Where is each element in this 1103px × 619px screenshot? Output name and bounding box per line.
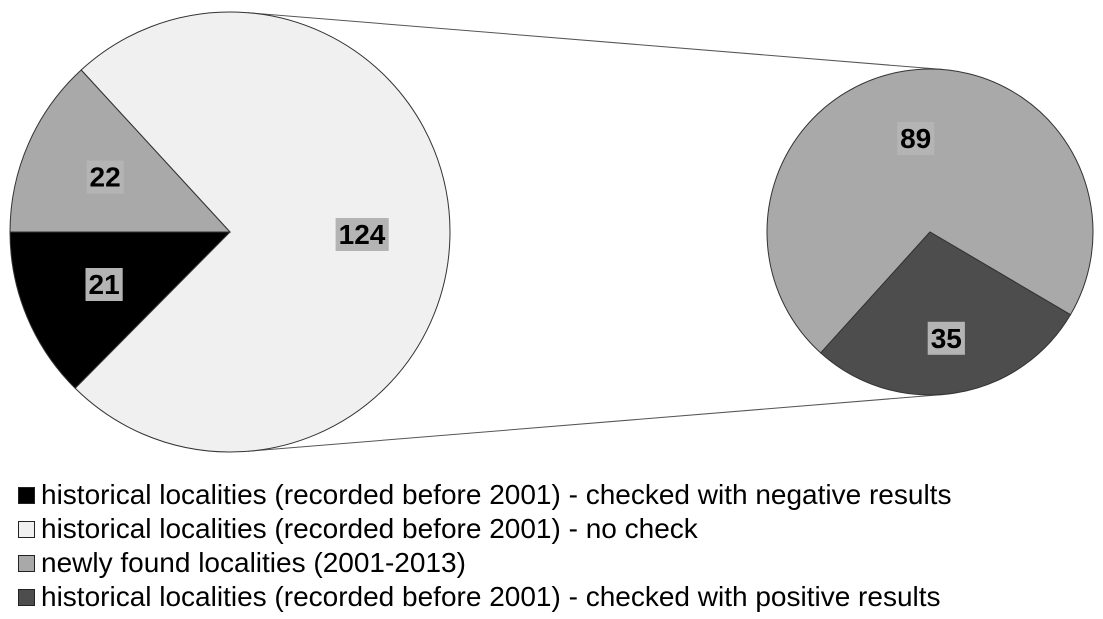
secondary-pie	[766, 68, 1094, 396]
pie2-label-checked-positive: 35	[931, 323, 962, 354]
pie1-label-box-no-check	[335, 218, 389, 251]
pie2-label-newly-found: 89	[900, 123, 931, 154]
legend-item-checked-positive: historical localities (recorded before 2…	[18, 580, 951, 614]
pie1-label-checked-negative: 21	[89, 269, 120, 300]
pie1-slice-checked-negative	[9, 231, 232, 389]
legend: historical localities (recorded before 2…	[18, 478, 951, 614]
pie2-slice-checked-positive	[819, 231, 1072, 396]
legend-item-checked-negative: historical localities (recorded before 2…	[18, 478, 951, 512]
legend-label-no-check: historical localities (recorded before 2…	[41, 513, 698, 544]
pie-of-pie-chart: 21 124 22 89 35	[9, 11, 1094, 453]
legend-label-checked-positive: historical localities (recorded before 2…	[41, 581, 941, 612]
main-pie	[9, 11, 451, 453]
legend-swatch-newly-found	[18, 554, 35, 572]
pie1-label-no-check: 124	[339, 219, 386, 250]
pie1-label-newly-found: 22	[90, 162, 121, 193]
legend-swatch-no-check	[18, 520, 35, 538]
data-labels: 21 124 22 89 35	[85, 122, 965, 355]
pie2-slice-newly-found	[766, 68, 1094, 354]
pie1-slice-no-check	[74, 11, 451, 453]
connector-line-bottom	[247, 393, 944, 452]
legend-label-checked-negative: historical localities (recorded before 2…	[41, 479, 952, 510]
pie2-label-box-newly-found	[897, 122, 935, 155]
connector-line-top	[247, 12, 944, 71]
connector-lines	[247, 12, 944, 452]
pie1-label-box-checked-negative	[85, 268, 123, 301]
legend-swatch-checked-negative	[18, 486, 35, 504]
pie2-label-box-checked-positive	[927, 321, 965, 355]
pie1-label-box-newly-found	[86, 160, 124, 194]
pie1-slice-newly-found	[9, 69, 232, 233]
legend-item-newly-found: newly found localities (2001-2013)	[18, 546, 951, 580]
legend-swatch-checked-positive	[18, 588, 35, 606]
legend-label-newly-found: newly found localities (2001-2013)	[41, 547, 466, 578]
legend-item-no-check: historical localities (recorded before 2…	[18, 512, 951, 546]
